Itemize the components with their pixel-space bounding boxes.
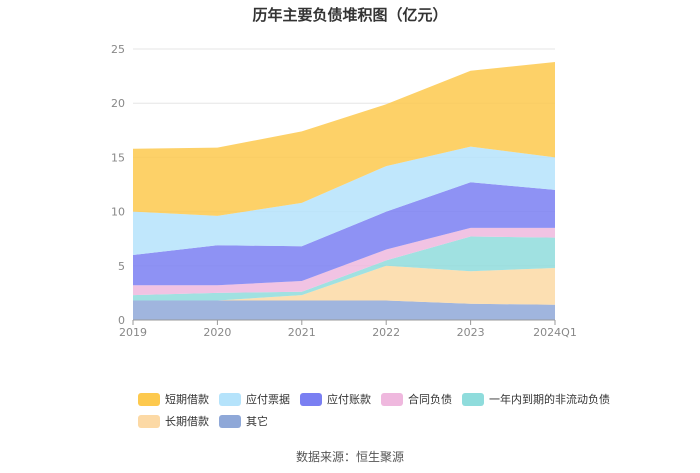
legend-label: 应付账款 [327,393,371,406]
legend-row: 长期借款 其它 [138,410,598,432]
axes: 0 5 10 15 20 25 2019 2020 2021 2022 2023 2024Q1 [111,43,577,339]
legend-label: 一年内到期的非流动负债 [489,393,610,406]
legend-swatch [381,392,403,406]
area-series-5 [133,146,555,255]
legend: 短期借款 应付票据 应付账款 合同负债 一年内到期的非流动负债长期借款 其它 [138,388,610,432]
area-series-1 [133,265,555,305]
x-tick-label: 2022 [372,326,400,339]
legend-label: 其它 [246,415,268,428]
legend-swatch [219,414,241,428]
legend-swatch [138,414,160,428]
x-tick-label: 2020 [203,326,231,339]
legend-item[interactable]: 一年内到期的非流动负债 [462,391,610,407]
legend-swatch [462,392,484,406]
legend-item[interactable]: 合同负债 [381,391,452,407]
y-tick-label: 25 [111,43,125,56]
y-tick-label: 10 [111,206,125,219]
legend-swatch [300,392,322,406]
legend-swatch [138,392,160,406]
area-series-3 [133,227,555,296]
legend-swatch [219,392,241,406]
area-series [133,62,555,320]
area-series-0 [133,300,555,320]
area-series-2 [133,236,555,301]
x-tick-label: 2021 [288,326,316,339]
legend-label: 长期借款 [165,415,209,428]
y-tick-label: 5 [118,260,125,273]
y-tick-label: 20 [111,97,125,110]
legend-item[interactable]: 应付票据 [219,391,290,407]
legend-row: 短期借款 应付票据 应付账款 合同负债 一年内到期的非流动负债 [138,388,610,410]
legend-item[interactable]: 应付账款 [300,391,371,407]
legend-item[interactable]: 长期借款 [138,413,209,429]
area-series-6 [133,62,555,216]
x-tick-label: 2023 [457,326,485,339]
y-tick-label: 15 [111,151,125,164]
y-tick-label: 0 [118,314,125,327]
legend-item[interactable]: 短期借款 [138,391,209,407]
legend-item[interactable]: 其它 [219,413,268,429]
area-series-4 [133,182,555,286]
chart-title: 历年主要负债堆积图（亿元） [252,6,448,24]
x-tick-label: 2024Q1 [533,326,577,339]
data-source-note: 数据来源：恒生聚源 [295,450,404,464]
legend-label: 短期借款 [165,393,209,406]
x-tick-label: 2019 [119,326,147,339]
legend-label: 合同负债 [408,393,452,406]
legend-label: 应付票据 [246,393,290,406]
